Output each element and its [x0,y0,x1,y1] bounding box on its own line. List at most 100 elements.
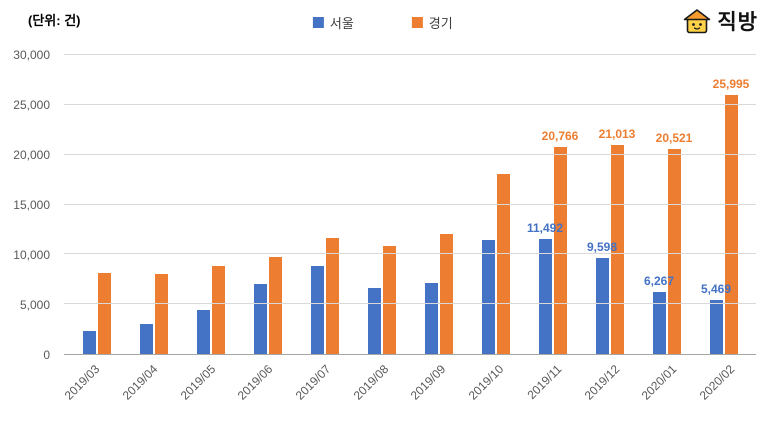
bar-wrap [211,55,225,354]
x-axis-label: 2019/08 [350,362,392,403]
bar-wrap: 25,995 [713,55,749,354]
gridline [64,253,756,255]
data-label-seoul-2020-02: 5,469 [700,281,732,296]
legend-item-gyeonggi: 경기 [411,13,453,32]
zigbang-logo-icon [684,8,711,33]
zigbang-logo-text: 직방 [717,11,758,34]
x-axis-labels: 2019/03 2019/04 2019/05 2019/06 2019/07 2019/… [62,357,756,419]
x-label-cell: 2019/11 [524,357,583,419]
bar-seoul-2019-10 [481,240,495,354]
x-label-cell: 2019/07 [292,357,353,419]
x-axis-label: 2019/04 [119,362,161,403]
bar-wrap: 6,267 [644,55,674,354]
bar-seoul-2019-05 [196,310,210,354]
bar-group-2019-03 [82,55,111,354]
bar-wrap [139,55,153,354]
bar-group-2019-07 [310,55,339,354]
bar-group-2019-12: 9,598 21,013 [587,55,635,354]
bar-wrap [496,55,510,354]
bar-wrap [325,55,339,354]
x-axis-label: 2019/03 [62,362,103,403]
bar-group-2019-06 [253,55,282,354]
bar-wrap: 20,521 [656,55,692,354]
legend-item-seoul: 서울 [312,13,354,32]
x-axis-label: 2019/07 [292,362,334,403]
bar-gyeonggi-2020-02 [724,94,738,354]
y-axis-tick-label: 15,000 [13,198,50,212]
bar-wrap [481,55,495,354]
bar-wrap [439,55,453,354]
bar-wrap [253,55,267,354]
legend-swatch-gyeonggi [411,17,423,28]
gridline [64,54,756,55]
bar-group-2019-08 [367,55,396,354]
bar-group-2020-02: 5,469 25,995 [701,55,749,354]
data-label-gyeonggi-2019-11: 20,766 [541,129,579,144]
bar-seoul-2019-06 [253,284,267,354]
x-label-cell: 2020/01 [638,357,699,419]
bar-wrap: 21,013 [599,55,635,354]
x-axis-label: 2020/01 [638,362,680,403]
y-axis-tick-label: 20,000 [13,148,50,163]
bar-gyeonggi-2019-07 [325,238,339,354]
bar-wrap: 9,598 [587,55,617,354]
bar-wrap [82,55,96,354]
y-axis-tick-label: 10,000 [13,248,50,263]
bar-gyeonggi-2019-09 [439,234,453,354]
bar-wrap [97,55,111,354]
x-label-cell: 2019/03 [62,357,122,419]
gridline [64,153,756,155]
x-label-cell: 2019/09 [408,357,468,419]
data-label-seoul-2020-01: 6,267 [643,273,675,288]
bar-group-2020-01: 6,267 20,521 [644,55,692,354]
bar-wrap: 5,469 [701,55,731,354]
y-axis-labels: 0 5,000 10,000 15,000 20,000 25,000 30,000 [0,48,60,362]
y-axis-tick-label: 25,000 [13,98,50,112]
bar-gyeonggi-2019-08 [382,246,396,354]
chart-header: (단위: 건) 서울 경기 직방 [0,0,774,50]
bar-wrap [196,55,210,354]
zigbang-logo: 직방 [682,6,758,36]
bar-group-2019-09 [424,55,453,354]
legend-swatch-seoul [312,17,324,28]
x-axis-label: 2019/05 [177,362,219,403]
bar-group-2019-05 [196,55,225,354]
bar-seoul-2019-08 [367,288,381,354]
legend-label-gyeonggi: 경기 [428,16,453,31]
x-label-cell: 2019/06 [235,357,295,419]
bar-wrap [310,55,324,354]
x-axis-label: 2019/06 [235,362,276,403]
plot-area: 11,492 20,766 9,598 21,013 6,267 20,521 5,469 2… [64,54,756,355]
data-label-gyeonggi-2020-01: 20,521 [655,131,693,146]
bar-seoul-2019-03 [82,331,96,354]
data-label-gyeonggi-2020-02: 25,995 [712,76,750,91]
x-label-cell: 2019/05 [177,357,237,419]
y-axis-tick-label: 5,000 [19,298,50,313]
bar-group-2019-11: 11,492 20,766 [527,55,578,354]
y-axis-tick-label: 30,000 [13,48,50,62]
bar-seoul-2019-04 [139,324,153,354]
x-label-cell: 2020/02 [697,357,756,419]
x-label-cell: 2019/08 [350,357,410,419]
bar-gyeonggi-2019-04 [154,274,168,354]
bar-wrap: 20,766 [542,55,578,354]
bar-wrap [268,55,282,354]
data-label-seoul-2019-12: 9,598 [586,240,618,255]
x-label-cell: 2019/04 [119,357,180,419]
bar-group-2019-04 [139,55,168,354]
x-label-cell: 2019/10 [466,357,526,419]
bar-wrap: 11,492 [527,55,563,354]
bar-wrap [154,55,168,354]
bar-seoul-2019-11 [538,239,552,354]
bar-seoul-2020-02 [709,299,723,354]
y-axis-tick-label: 0 [43,348,50,362]
gridline [64,203,756,205]
bar-seoul-2019-07 [310,266,324,354]
bar-seoul-2019-12 [595,258,609,354]
bar-seoul-2019-09 [424,283,438,354]
x-axis-label: 2019/11 [524,362,565,402]
bar-gyeonggi-2019-12 [610,144,624,354]
legend-label-seoul: 서울 [329,16,354,31]
bar-gyeonggi-2019-10 [496,173,510,354]
